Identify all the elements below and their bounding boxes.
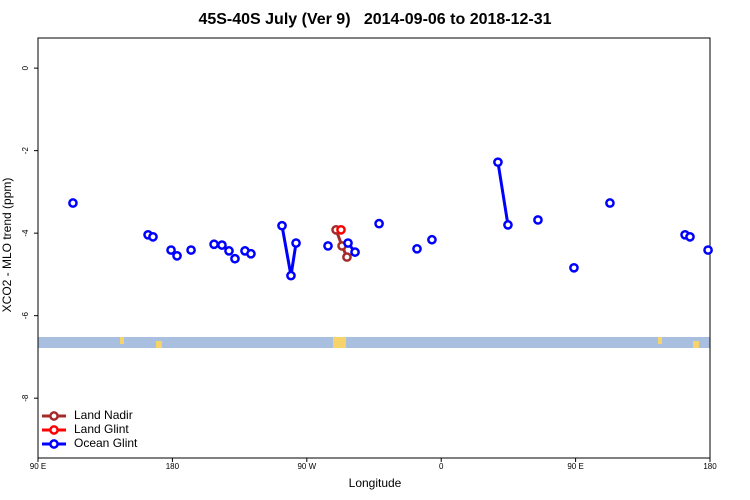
chart-title: 45S-40S July (Ver 9) 2014-09-06 to 2018-…: [198, 11, 551, 28]
point: [286, 270, 296, 281]
x-tick-label: 180: [703, 462, 717, 471]
y-tick-label: -6: [21, 312, 30, 320]
point: [230, 253, 240, 264]
map-strip: [38, 337, 710, 348]
point: [172, 250, 182, 261]
legend-marker: [49, 411, 59, 421]
point: [703, 245, 713, 255]
plot-frame: [37, 37, 711, 459]
y-axis-label: XCO2 - MLO trend (ppm): [0, 178, 14, 313]
point: [166, 245, 176, 255]
point: [605, 198, 615, 208]
y-tick-label: -2: [21, 147, 30, 155]
x-tick-label: 90 E: [567, 462, 583, 471]
point: [427, 234, 437, 245]
y-tick-label: -8: [21, 394, 30, 402]
legend-label: Ocean Glint: [74, 436, 138, 450]
point: [685, 232, 695, 242]
x-tick-label: 0: [439, 462, 444, 471]
point: [323, 241, 333, 251]
point: [186, 245, 196, 255]
point: [148, 232, 158, 242]
point: [224, 246, 234, 256]
x-axis-label: Longitude: [349, 476, 402, 490]
point: [503, 220, 513, 230]
point: [412, 243, 422, 254]
point: [246, 248, 256, 259]
legend-marker: [49, 439, 59, 449]
legend-label: Land Glint: [74, 422, 129, 436]
x-tick-label: 90 W: [297, 462, 316, 471]
legend-marker: [49, 425, 59, 435]
point: [493, 157, 503, 168]
point: [277, 220, 287, 231]
point: [209, 239, 219, 250]
point: [569, 262, 579, 273]
point: [533, 215, 543, 225]
x-tick-label: 90 E: [30, 462, 46, 471]
point: [217, 240, 227, 250]
point: [342, 252, 352, 262]
point: [374, 218, 384, 229]
point: [336, 224, 346, 235]
point: [350, 247, 360, 257]
x-tick-label: 180: [166, 462, 180, 471]
point: [343, 238, 353, 248]
y-tick-label: 0: [21, 65, 30, 70]
y-tick-label: -4: [21, 229, 30, 237]
point: [291, 238, 301, 248]
legend-label: Land Nadir: [74, 408, 133, 422]
point: [68, 198, 78, 208]
